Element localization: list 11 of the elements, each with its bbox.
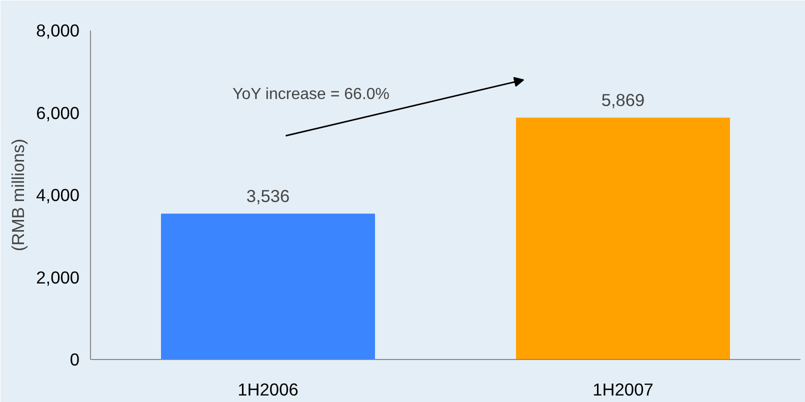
x-tick-label: 1H2006 bbox=[238, 380, 298, 400]
y-tick-label: 8,000 bbox=[36, 20, 80, 40]
x-tick-label: 1H2007 bbox=[592, 380, 654, 400]
y-axis-title: (RMB millions) bbox=[8, 138, 28, 252]
data-label: 5,869 bbox=[601, 90, 645, 110]
data-label: 3,536 bbox=[246, 186, 290, 206]
y-tick-label: 2,000 bbox=[36, 267, 80, 288]
y-tick-label: 4,000 bbox=[36, 185, 80, 205]
y-tick-label: 0 bbox=[70, 350, 80, 370]
annotation: YoY increase = 66.0% bbox=[232, 86, 390, 103]
y-tick-label: 6,000 bbox=[36, 102, 80, 123]
